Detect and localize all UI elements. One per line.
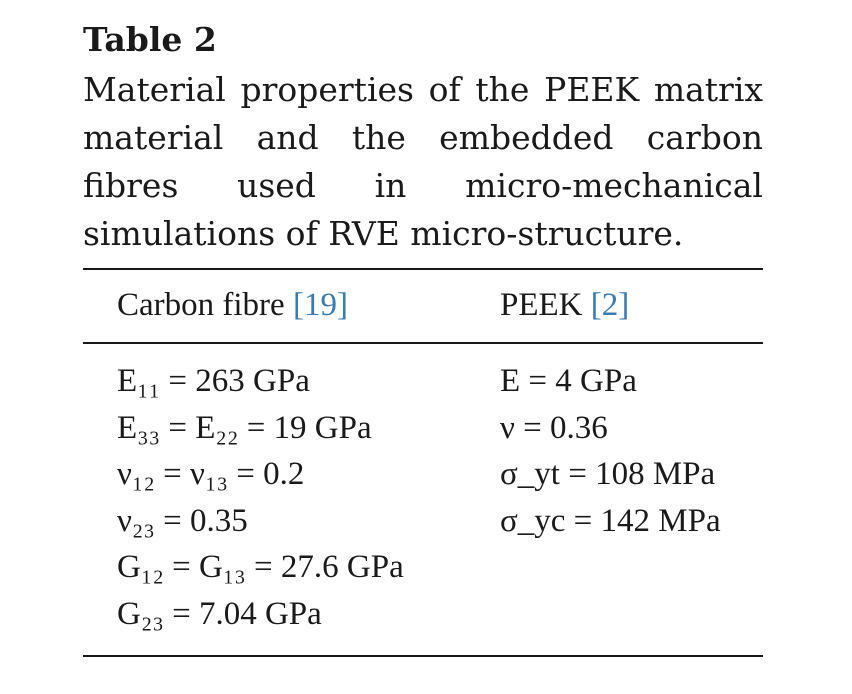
property-row: σ_yc = 142 MPa	[500, 502, 721, 539]
property-row: ν = 0.36	[500, 409, 608, 446]
column-header-title: Carbon fibre	[117, 287, 285, 323]
property-row: G₂₃ = 7.04 GPa	[117, 595, 322, 632]
table-caption: Material properties of the PEEK matrix m…	[83, 70, 763, 253]
citation-link[interactable]: [19]	[292, 287, 348, 323]
column-header-carbon-fibre: Carbon fibre [19]	[117, 281, 348, 329]
property-row: ν₁₂ = ν₁₃ = 0.2	[117, 456, 305, 492]
table-header-rule	[83, 342, 763, 344]
column-header-peek: PEEK [2]	[500, 281, 629, 329]
property-row: G₁₂ = G₁₃ = 27.6 GPa	[117, 549, 404, 585]
column-header-title: PEEK	[500, 287, 583, 323]
citation-link[interactable]: [2]	[590, 287, 630, 323]
peek-column: E = 4 GPa ν = 0.36 σ_yt = 108 MPa σ_yc =…	[500, 358, 721, 544]
table-top-rule	[83, 268, 763, 270]
property-row: E₃₃ = E₂₂ = 19 GPa	[117, 409, 372, 446]
property-row: E = 4 GPa	[500, 363, 637, 399]
carbon-fibre-column: E₁₁ = 263 GPa E₃₃ = E₂₂ = 19 GPa ν₁₂ = ν…	[117, 358, 404, 637]
table-bottom-rule	[83, 655, 763, 657]
property-row: ν₂₃ = 0.35	[117, 502, 248, 539]
property-row: σ_yt = 108 MPa	[500, 456, 716, 492]
property-row: E₁₁ = 263 GPa	[117, 363, 310, 399]
table-label: Table 2	[83, 20, 217, 59]
